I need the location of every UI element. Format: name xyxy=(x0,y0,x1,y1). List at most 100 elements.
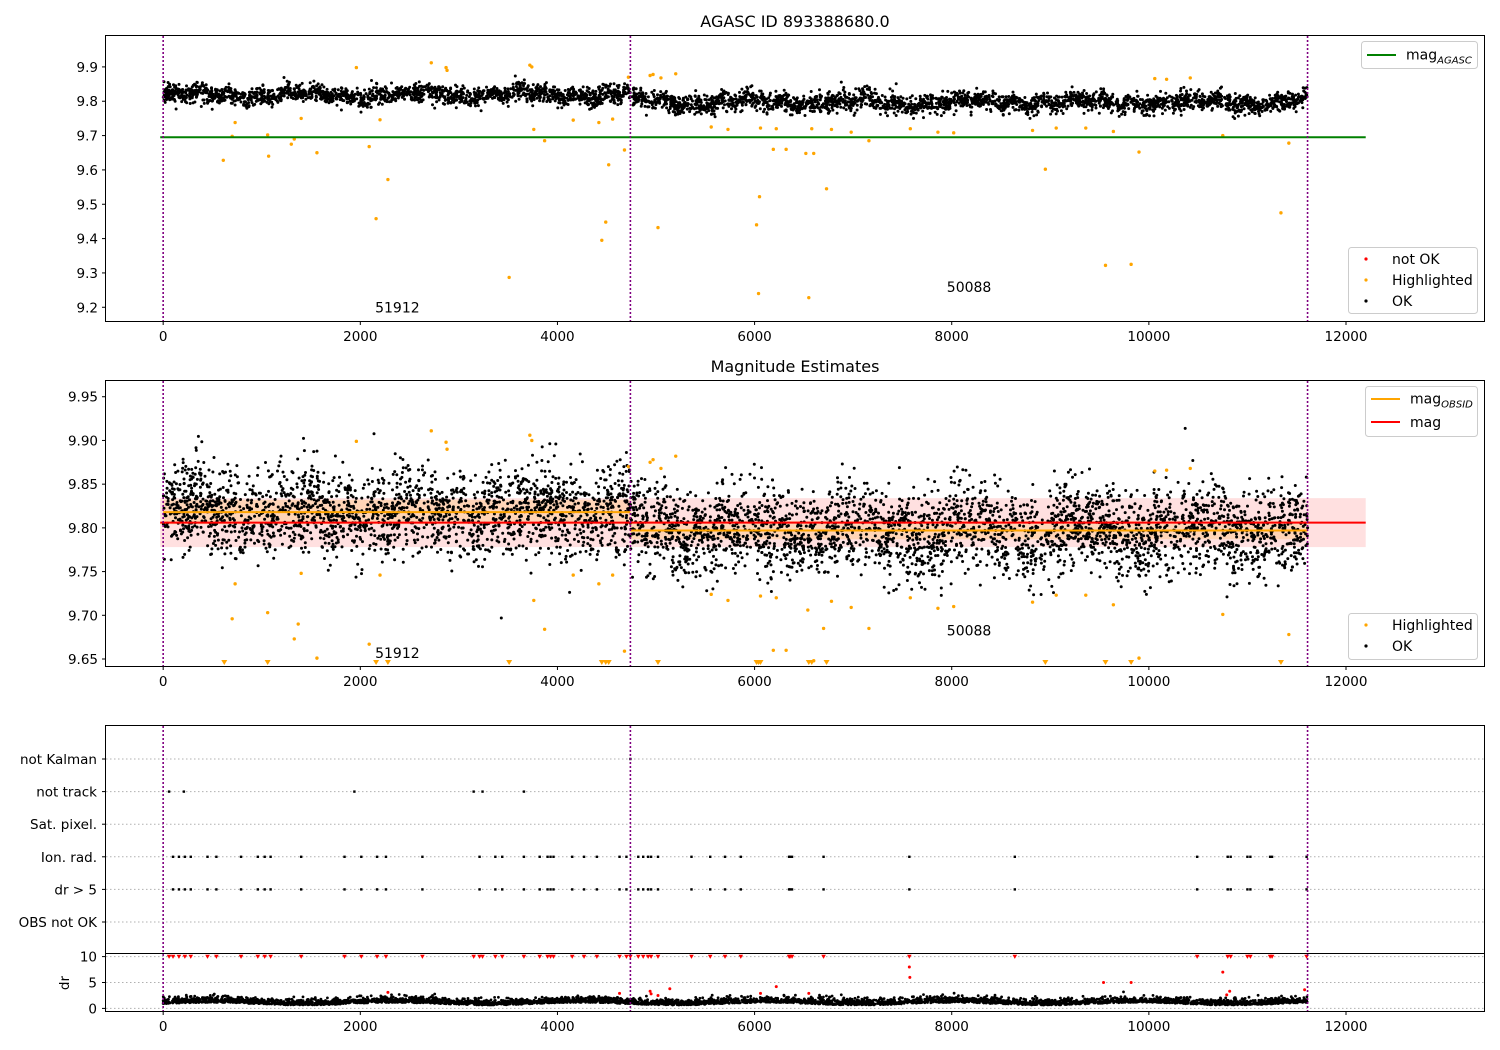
ok-point xyxy=(278,460,282,464)
ok-point xyxy=(543,89,547,93)
ok-point xyxy=(867,96,871,100)
ok-point xyxy=(551,475,555,479)
ok-point xyxy=(229,89,233,93)
ok-point xyxy=(1228,95,1232,99)
ok-point xyxy=(1178,95,1182,99)
ok-point xyxy=(1219,507,1223,511)
ok-point xyxy=(344,87,348,91)
ok-point xyxy=(1074,96,1078,100)
ok-point xyxy=(1090,108,1094,112)
ok-point xyxy=(987,95,991,99)
ok-point xyxy=(1062,563,1066,567)
ok-point xyxy=(958,91,962,94)
ok-point xyxy=(976,94,980,98)
ok-point xyxy=(944,105,948,108)
ok-point xyxy=(236,91,240,95)
ok-point xyxy=(587,103,590,106)
highlighted-point xyxy=(571,118,575,122)
ok-point xyxy=(167,90,171,94)
ok-point xyxy=(444,514,448,518)
ok-point xyxy=(924,101,928,105)
ok-point xyxy=(1004,546,1008,549)
ok-point xyxy=(939,114,943,118)
ok-point xyxy=(301,100,305,103)
ok-point xyxy=(828,96,832,100)
highlighted-point xyxy=(784,147,788,152)
ok-point xyxy=(1165,573,1169,577)
ok-point xyxy=(811,490,815,494)
ok-point xyxy=(1216,89,1220,93)
ok-point xyxy=(417,96,421,100)
ok-point xyxy=(1224,107,1228,111)
ok-point xyxy=(699,112,703,116)
ok-point xyxy=(1261,105,1265,108)
ok-point xyxy=(478,97,482,101)
highlighted-point xyxy=(648,73,652,78)
ok-point xyxy=(683,103,687,107)
ok-point xyxy=(912,485,916,489)
ok-point xyxy=(1203,100,1207,104)
ok-point xyxy=(782,88,786,92)
ok-point xyxy=(507,493,511,497)
ok-point xyxy=(567,94,571,98)
ok-point xyxy=(1188,105,1192,109)
ok-point xyxy=(750,92,754,96)
ok-point xyxy=(932,541,936,545)
ok-point xyxy=(1145,109,1149,113)
ok-point xyxy=(1082,103,1085,107)
ok-point xyxy=(283,91,286,95)
ok-point xyxy=(330,100,334,104)
ok-point xyxy=(391,98,395,102)
ok-point xyxy=(367,102,371,106)
ok-point xyxy=(1050,109,1054,113)
ok-point xyxy=(1019,98,1023,102)
ok-point xyxy=(387,100,391,104)
ok-point xyxy=(813,100,817,104)
ok-point xyxy=(983,95,987,99)
ok-point xyxy=(969,113,973,117)
ok-point xyxy=(650,90,654,94)
ok-point xyxy=(901,96,905,100)
ok-point xyxy=(1085,92,1089,95)
middle-title: Magnitude Estimates xyxy=(711,357,880,376)
ok-point xyxy=(425,83,429,87)
ok-point xyxy=(423,471,427,475)
ok-point xyxy=(818,93,822,97)
ok-point xyxy=(178,89,182,93)
ok-point xyxy=(635,100,638,104)
ok-point xyxy=(545,92,549,96)
ok-point xyxy=(702,93,706,97)
ok-point xyxy=(652,89,656,92)
ok-point xyxy=(562,482,565,486)
ok-point xyxy=(1094,106,1098,110)
ok-point xyxy=(472,87,476,91)
ok-point xyxy=(496,91,500,95)
ok-point xyxy=(1175,100,1179,104)
ok-point xyxy=(1144,100,1148,104)
ok-point xyxy=(512,94,515,98)
ok-point xyxy=(323,90,327,94)
ok-point xyxy=(861,540,865,544)
ok-point xyxy=(934,101,938,105)
ok-point xyxy=(511,91,515,95)
ok-point xyxy=(693,94,697,98)
ok-point xyxy=(502,98,506,102)
ok-point xyxy=(588,93,592,96)
ok-point xyxy=(1225,94,1229,98)
ok-point xyxy=(1026,516,1030,520)
ok-point xyxy=(789,103,793,107)
ok-point xyxy=(639,88,643,92)
ok-point xyxy=(499,513,503,517)
ok-point xyxy=(1248,98,1252,102)
ok-point xyxy=(314,94,318,98)
ok-point xyxy=(1234,96,1238,100)
ok-point xyxy=(962,101,965,105)
ok-point xyxy=(261,83,265,87)
ok-point xyxy=(841,498,845,502)
ok-point xyxy=(1173,107,1177,111)
ok-point xyxy=(771,570,775,574)
ok-point xyxy=(555,88,559,92)
ok-point xyxy=(1174,97,1178,101)
ok-point xyxy=(950,91,954,95)
ok-point xyxy=(180,100,184,104)
